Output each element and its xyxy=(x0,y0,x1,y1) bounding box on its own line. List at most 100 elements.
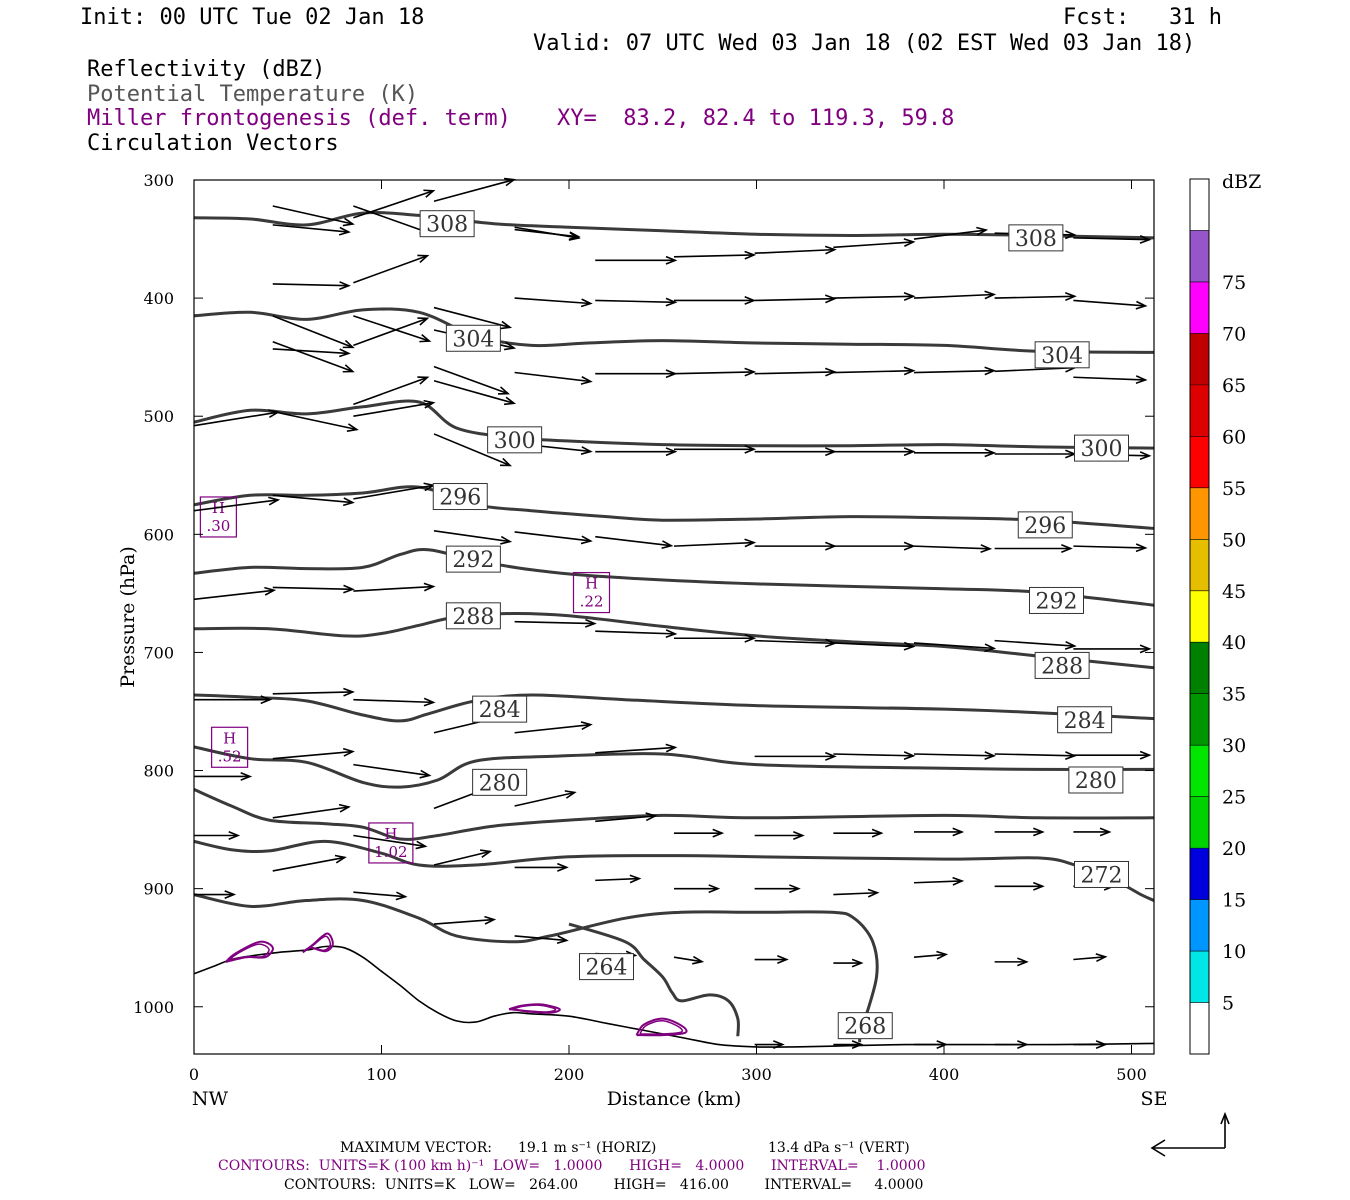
circulation-vector xyxy=(353,189,436,219)
vector-head xyxy=(484,915,497,925)
vector-shaft xyxy=(913,953,947,958)
vector-head xyxy=(503,396,517,406)
colorbar-segment xyxy=(1190,796,1209,849)
circulation-vector xyxy=(994,544,1073,553)
circulation-vector xyxy=(994,751,1077,761)
label-text: 308 xyxy=(426,213,468,238)
vector-shaft xyxy=(514,723,591,734)
vector-head xyxy=(984,643,997,653)
circulation-vector xyxy=(353,254,430,284)
circulation-vector xyxy=(595,874,642,884)
vector-head xyxy=(1139,451,1152,461)
circulation-vector xyxy=(754,751,837,761)
circulation-vector xyxy=(833,1040,864,1050)
vector-shaft xyxy=(514,935,567,942)
vector-shaft xyxy=(514,531,591,542)
vector-head xyxy=(503,341,517,351)
label-text: 284 xyxy=(479,698,521,723)
frontogenesis-max-marker: H1.02 xyxy=(368,822,414,864)
label-box xyxy=(1057,706,1113,734)
vector-head xyxy=(1099,827,1112,837)
circulation-vector xyxy=(514,531,593,545)
circulation-vector xyxy=(433,849,493,866)
vector-head xyxy=(580,298,593,308)
colorbar-label: 15 xyxy=(1222,890,1246,912)
vector-head xyxy=(665,255,678,265)
vector-shaft xyxy=(353,376,428,406)
colorbar-label: 10 xyxy=(1222,941,1246,963)
circulation-vector xyxy=(353,582,436,592)
circulation-vector xyxy=(1073,235,1152,244)
colorbar-label: 45 xyxy=(1222,581,1246,603)
circulation-vector xyxy=(833,888,880,898)
vector-shaft xyxy=(595,746,676,754)
circulation-vector xyxy=(595,743,678,754)
circulation-vector xyxy=(595,369,678,379)
vector-shaft xyxy=(353,317,428,347)
vector-head xyxy=(952,876,965,886)
vector-head xyxy=(338,226,351,236)
vector-head xyxy=(903,751,916,761)
circulation-vector xyxy=(353,205,432,235)
label-box xyxy=(837,1012,893,1040)
vector-shaft xyxy=(833,642,914,648)
vector-shaft xyxy=(272,750,353,760)
circulation-vector xyxy=(1073,953,1108,963)
circulation-vector xyxy=(272,687,355,697)
vector-shaft xyxy=(833,241,914,249)
vector-shaft xyxy=(353,484,434,500)
theta-contour-label: 288 xyxy=(1034,651,1090,679)
vector-head xyxy=(1139,235,1152,244)
label-box xyxy=(579,953,634,981)
circulation-vector xyxy=(353,834,428,850)
circulation-vector xyxy=(994,639,1077,650)
vector-head xyxy=(343,687,355,697)
vector-head xyxy=(342,364,355,373)
circulation-vector xyxy=(353,891,408,901)
colorbar-segment xyxy=(1190,230,1209,282)
circulation-vector xyxy=(833,238,916,249)
vector-head xyxy=(744,250,757,260)
colorbar-title: dBZ xyxy=(1222,171,1261,193)
colorbar-label: 70 xyxy=(1222,323,1246,345)
circulation-vector xyxy=(514,862,569,872)
circulation-vector xyxy=(754,955,789,964)
label-text: 296 xyxy=(1024,514,1066,539)
colorbar-segment xyxy=(1190,848,1209,900)
vector-head xyxy=(346,423,359,432)
vector-head xyxy=(423,697,436,707)
vector-shaft xyxy=(595,630,676,635)
vector-shaft xyxy=(754,639,835,645)
circulation-vector xyxy=(994,292,1077,301)
circulation-vector xyxy=(514,790,577,807)
label-box xyxy=(1034,651,1090,679)
label-text: 268 xyxy=(844,1015,886,1040)
circulation-vector xyxy=(833,447,916,457)
circulation-vector xyxy=(1073,827,1112,837)
vector-head xyxy=(984,448,997,458)
theta-contour-label: 300 xyxy=(1074,434,1129,462)
circulation-vector xyxy=(595,535,674,550)
vector-shaft xyxy=(595,815,656,823)
marker-label: H xyxy=(223,729,236,747)
vector-shaft xyxy=(353,190,434,219)
label-text: 280 xyxy=(1075,769,1117,794)
vector-head xyxy=(1139,750,1152,760)
vector-head xyxy=(744,633,757,643)
theta-contour-label: 272 xyxy=(1074,860,1129,888)
marker-box xyxy=(199,496,237,538)
label-text: 288 xyxy=(452,605,494,630)
vector-shaft xyxy=(994,366,1075,373)
circulation-vector xyxy=(194,831,241,840)
circulation-vector xyxy=(595,812,658,823)
vector-shaft xyxy=(913,229,987,240)
colorbar-label: 40 xyxy=(1222,632,1246,654)
circulation-vector xyxy=(194,890,237,900)
label-box xyxy=(445,545,501,573)
label-text: 300 xyxy=(1081,437,1123,462)
circulation-vector xyxy=(514,721,593,734)
circulation-vector xyxy=(833,828,884,838)
theta-contour-label: 280 xyxy=(472,768,528,796)
vector-head xyxy=(339,348,351,358)
vector-shaft xyxy=(353,401,434,418)
